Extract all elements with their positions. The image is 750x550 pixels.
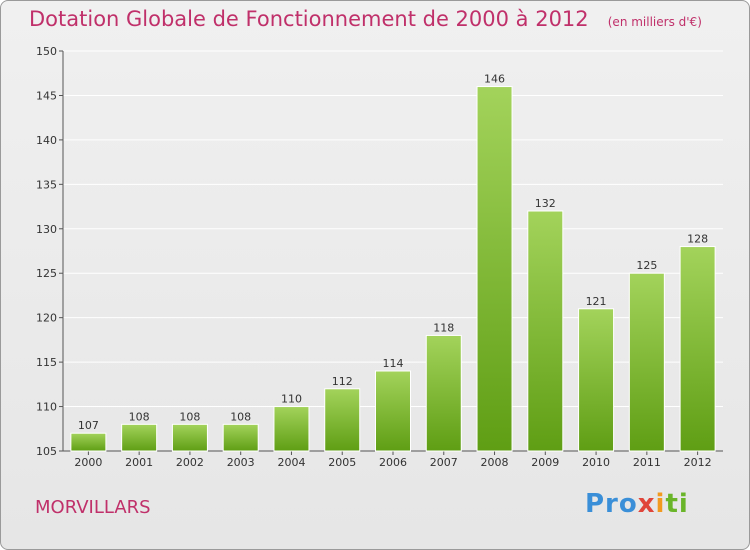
y-tick-label: 145	[36, 89, 57, 102]
title-row: Dotation Globale de Fonctionnement de 20…	[29, 7, 702, 31]
x-tick-label: 2002	[176, 456, 204, 469]
logo-part: x	[637, 489, 656, 519]
bar	[171, 423, 208, 452]
bar-value-label: 108	[129, 410, 150, 423]
chart-subtitle: (en milliers d'€)	[607, 15, 702, 29]
bars	[70, 86, 716, 452]
bar	[121, 423, 158, 452]
place-name: MORVILLARS	[35, 497, 151, 518]
x-tick-label: 2003	[227, 456, 255, 469]
bar	[324, 388, 361, 452]
bar-value-label: 121	[586, 295, 607, 308]
x-tick-label: 2000	[74, 456, 102, 469]
labels: 105 110 115 120 125 130 135 140 145 150 107 2000 108…	[36, 45, 712, 469]
bar	[679, 246, 716, 452]
bar-value-label: 132	[535, 197, 556, 210]
proxiti-logo: Proxiti	[585, 489, 689, 519]
bar	[628, 272, 665, 452]
bar	[425, 334, 462, 452]
x-tick-label: 2008	[481, 456, 509, 469]
x-tick-label: 2001	[125, 456, 153, 469]
bar-value-label: 110	[281, 393, 302, 406]
bar	[578, 308, 615, 452]
logo-part: Pro	[585, 489, 638, 519]
bar-value-label: 107	[78, 419, 99, 432]
x-tick-label: 2005	[328, 456, 356, 469]
x-tick-label: 2010	[582, 456, 610, 469]
y-tick-label: 110	[36, 401, 57, 414]
bar-value-label: 146	[484, 73, 505, 86]
y-tick-label: 125	[36, 267, 57, 280]
chart-title: Dotation Globale de Fonctionnement de 20…	[29, 7, 589, 31]
x-tick-label: 2011	[633, 456, 661, 469]
bar	[70, 432, 107, 452]
logo-part: i	[655, 489, 666, 519]
y-tick-label: 115	[36, 356, 57, 369]
bar-value-label: 118	[433, 321, 454, 334]
bar-value-label: 114	[383, 357, 404, 370]
bar	[527, 210, 564, 452]
y-tick-label: 140	[36, 134, 57, 147]
x-tick-label: 2009	[531, 456, 559, 469]
x-tick-label: 2012	[684, 456, 712, 469]
y-tick-label: 135	[36, 178, 57, 191]
x-tick-label: 2004	[277, 456, 305, 469]
y-tick-label: 120	[36, 312, 57, 325]
bar-value-label: 128	[687, 233, 708, 246]
y-tick-label: 105	[36, 445, 57, 458]
bar	[476, 86, 513, 452]
bar-value-label: 112	[332, 375, 353, 388]
bar-value-label: 108	[230, 410, 251, 423]
x-tick-label: 2006	[379, 456, 407, 469]
bar	[273, 406, 310, 452]
y-tick-label: 130	[36, 223, 57, 236]
bar-value-label: 108	[179, 410, 200, 423]
bar-value-label: 125	[636, 259, 657, 272]
bar	[375, 370, 411, 452]
y-tick-label: 150	[36, 45, 57, 58]
bar	[222, 423, 259, 452]
x-tick-label: 2007	[430, 456, 458, 469]
logo-part: ti	[665, 489, 689, 519]
